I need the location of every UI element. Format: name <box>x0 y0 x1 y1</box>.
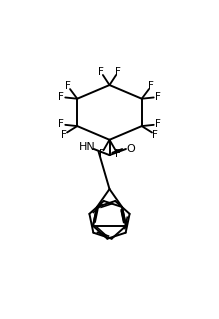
Text: F: F <box>65 81 71 91</box>
Text: F: F <box>58 92 64 102</box>
Text: F: F <box>99 149 104 159</box>
Text: F: F <box>155 119 161 130</box>
Text: F: F <box>152 130 158 139</box>
Text: F: F <box>61 130 67 139</box>
Text: F: F <box>115 149 120 159</box>
Text: F: F <box>98 67 104 77</box>
Text: HN: HN <box>79 142 96 152</box>
Text: F: F <box>115 67 121 77</box>
Text: F: F <box>148 81 154 91</box>
Text: F: F <box>58 119 64 130</box>
Text: F: F <box>155 92 161 102</box>
Text: O: O <box>126 144 135 153</box>
